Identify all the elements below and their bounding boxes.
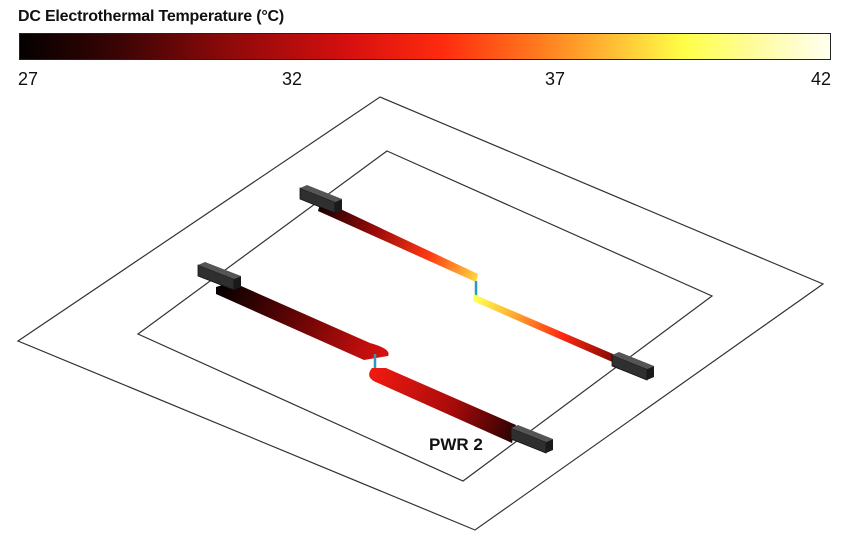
board-outline-outer xyxy=(16,96,825,531)
tick-label-37: 37 xyxy=(545,69,566,89)
upper-trace-left-segment xyxy=(318,204,478,282)
tick-label-min: 27 xyxy=(18,69,39,89)
lower-trace xyxy=(216,282,516,443)
net-label-pwr2: PWR 2 xyxy=(429,435,483,454)
connector-lower-right xyxy=(510,425,553,454)
tick-label-max: 42 xyxy=(811,69,832,89)
upper-trace xyxy=(318,204,620,364)
connector-lower-left xyxy=(197,262,241,291)
lower-trace-left-segment xyxy=(216,282,389,360)
upper-trace-right-segment xyxy=(473,294,620,364)
colorbar-title: DC Electrothermal Temperature (°C) xyxy=(18,8,285,25)
temperature-colorbar xyxy=(19,33,831,60)
lower-trace-right-segment xyxy=(369,368,516,443)
connector-upper-left xyxy=(299,185,342,214)
connector-upper-right xyxy=(611,352,654,381)
tick-label-32: 32 xyxy=(282,69,303,89)
